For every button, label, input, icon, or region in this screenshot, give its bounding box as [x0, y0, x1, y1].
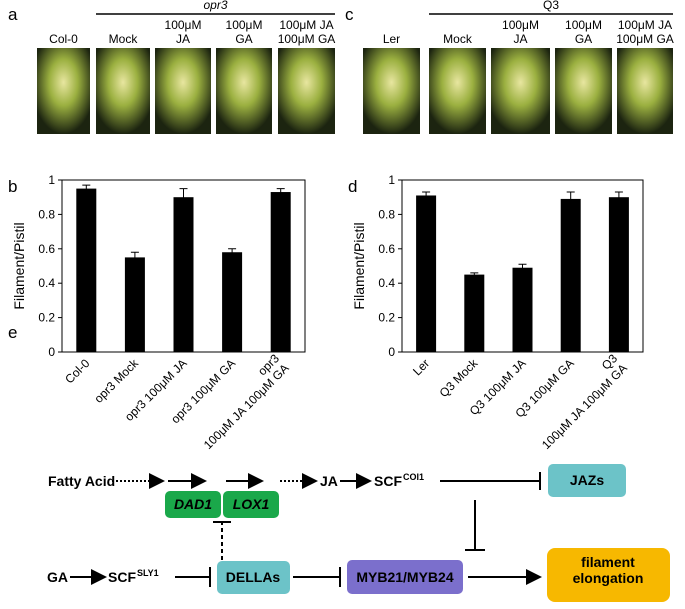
y-tick-label: 1	[48, 173, 55, 187]
y-tick-label: 0.8	[378, 207, 395, 221]
photo	[429, 48, 486, 134]
column-label: 100μM JA	[165, 18, 202, 46]
error-bar	[518, 263, 527, 272]
y-tick-label: 0.6	[378, 242, 395, 256]
error-bar	[179, 188, 188, 206]
bar	[270, 192, 291, 352]
node-superscript: SLY1	[137, 568, 159, 578]
node-superscript: COI1	[403, 472, 424, 482]
error-bar	[82, 184, 91, 193]
bar	[608, 197, 629, 352]
y-tick-label: 0	[388, 345, 395, 359]
group-label: opr3	[203, 0, 227, 12]
x-tick-label: Ler	[410, 356, 432, 378]
column-label: Mock	[109, 32, 139, 46]
node-label: LOX1	[233, 496, 270, 512]
y-tick-label: 0.6	[38, 242, 55, 256]
photo	[491, 48, 550, 134]
error-bar	[228, 248, 237, 256]
photo	[96, 48, 150, 134]
y-tick-label: 0.4	[38, 276, 55, 290]
panel-label: a	[8, 5, 18, 24]
diagram-boxes	[165, 464, 670, 602]
node-label: SCF	[374, 473, 402, 489]
column-label: 100μM JA 100μM GA	[278, 18, 336, 46]
x-tick-label: opr3 Mock	[92, 356, 142, 406]
error-bar	[470, 272, 479, 277]
photo	[37, 48, 90, 134]
photo	[155, 48, 211, 134]
bar	[76, 188, 97, 352]
x-tick-label: Q3100μM JA 100μM GA	[529, 351, 630, 452]
y-tick-label: 0.2	[38, 311, 55, 325]
column-label: Col-0	[49, 32, 78, 46]
node-label: filament elongation	[573, 554, 644, 586]
group-label: Q3	[543, 0, 559, 12]
bar	[464, 274, 485, 352]
photo	[555, 48, 612, 134]
node-label: DAD1	[174, 496, 212, 512]
photo	[363, 48, 420, 134]
column-label: 100μM JA 100μM GA	[616, 18, 674, 46]
bar	[124, 257, 145, 352]
panel-label: c	[345, 5, 354, 24]
error-bar	[130, 251, 139, 263]
panel-label: d	[348, 177, 357, 196]
column-label: 100μM GA	[226, 18, 263, 46]
photo	[617, 48, 673, 134]
x-tick-label: opr3100μM JA 100μM GA	[191, 351, 292, 452]
photo	[216, 48, 272, 134]
diagram-shapes	[70, 472, 542, 587]
panel-label: e	[8, 323, 17, 342]
x-tick-label: Col-0	[62, 356, 92, 386]
y-axis-label: Filament/Pistil	[351, 222, 367, 309]
node-label: DELLAs	[226, 569, 281, 585]
panel-label: b	[8, 177, 17, 196]
column-label: Ler	[383, 32, 400, 46]
error-bar	[276, 188, 285, 196]
node-label: JA	[320, 473, 338, 489]
bar	[416, 195, 437, 352]
column-label: Mock	[443, 32, 473, 46]
node-label: JAZs	[570, 472, 604, 488]
node-label: Fatty Acid	[48, 473, 115, 489]
y-tick-label: 0.2	[378, 311, 395, 325]
bar	[222, 252, 243, 352]
y-tick-label: 0	[48, 345, 55, 359]
y-tick-label: 0.4	[378, 276, 395, 290]
error-bar	[422, 191, 431, 199]
node-label: GA	[47, 569, 68, 585]
bar	[173, 197, 194, 352]
y-tick-label: 0.8	[38, 207, 55, 221]
bar	[512, 267, 533, 352]
error-bar	[566, 191, 575, 206]
node-label: MYB21/MYB24	[356, 569, 453, 585]
photo	[278, 48, 335, 134]
bar	[560, 198, 581, 352]
y-tick-label: 1	[388, 173, 395, 187]
column-label: 100μM GA	[565, 18, 602, 46]
y-axis-label: Filament/Pistil	[11, 222, 27, 309]
column-label: 100μM JA	[502, 18, 539, 46]
error-bar	[614, 191, 623, 203]
node-label: SCF	[108, 569, 136, 585]
x-tick-label: Q3 Mock	[437, 356, 482, 401]
